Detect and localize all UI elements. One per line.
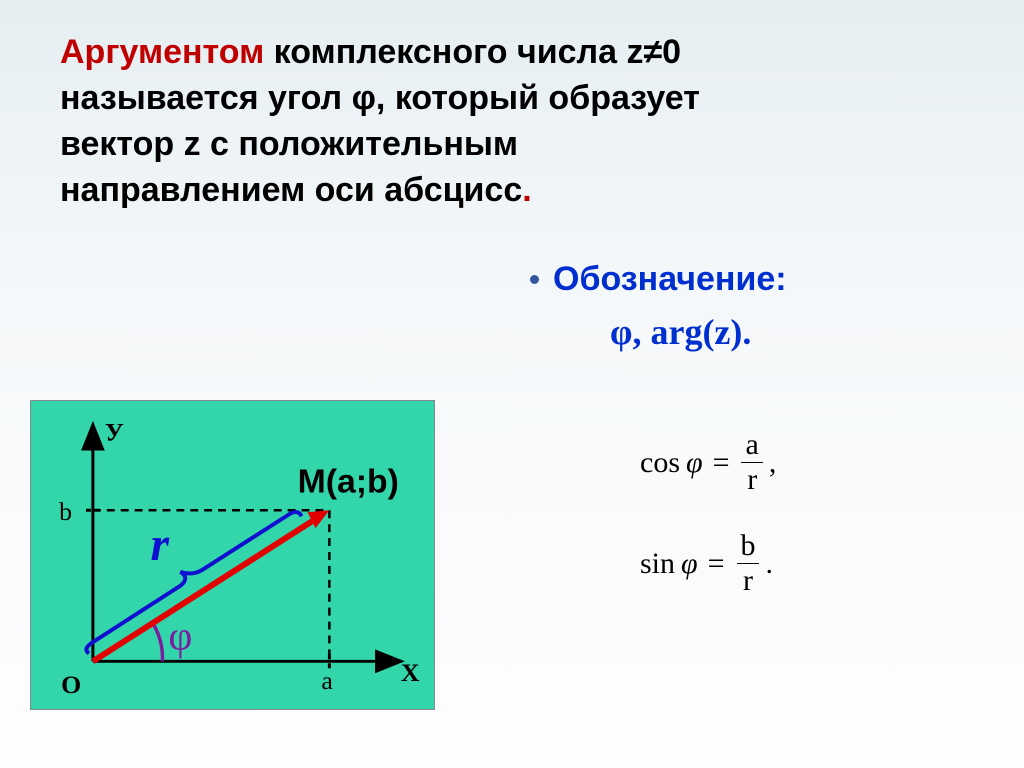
sin-num: b [735, 531, 762, 563]
r-brace [86, 512, 301, 653]
cos-num: a [740, 430, 765, 462]
cos-fraction: a r [740, 430, 765, 495]
notation-line: Обозначение: [530, 260, 970, 299]
notation-block: Обозначение: φ, arg(z). [530, 260, 970, 353]
sin-den: r [737, 563, 759, 596]
def-line2: называется угол φ, который образует [60, 79, 700, 117]
x-axis-label: Х [401, 658, 420, 687]
vector-z [93, 515, 322, 661]
diagram-svg: У Х О a b r φ M(a;b) [31, 401, 434, 709]
sin-phi: φ [681, 547, 698, 581]
tick-a-label: a [321, 666, 333, 695]
phi-arc [153, 623, 163, 662]
cos-den: r [741, 462, 763, 495]
cos-eq: = [713, 446, 730, 480]
y-axis-label: У [105, 418, 124, 447]
r-label: r [151, 519, 170, 571]
sin-fn: sin [640, 547, 675, 581]
phi-label: φ [168, 613, 192, 659]
sin-fraction: b r [735, 531, 762, 596]
notation-symbols: φ, arg(z). [610, 311, 970, 353]
cos-fn: cos [640, 446, 680, 480]
tick-b-label: b [59, 497, 72, 526]
def-dot: . [522, 171, 531, 209]
notation-label: Обозначение: [553, 260, 787, 299]
sin-eq: = [708, 547, 725, 581]
formulas-block: cos φ = a r , sin φ = b r . [640, 430, 776, 632]
origin-label: О [61, 670, 81, 699]
vector-diagram: У Х О a b r φ M(a;b) [30, 400, 435, 710]
cos-tail: , [769, 446, 777, 480]
def-line1-rest: комплексного числа z≠0 [264, 33, 681, 71]
formula-cos: cos φ = a r , [640, 430, 776, 495]
bullet-icon [530, 275, 539, 284]
def-line4: направлением оси абсцисс [60, 171, 522, 209]
formula-sin: sin φ = b r . [640, 531, 776, 596]
def-line3: вектор z с положительным [60, 125, 518, 163]
cos-phi: φ [686, 446, 703, 480]
slide: Аргументом комплексного числа z≠0 называ… [0, 0, 1024, 768]
term-argument: Аргументом [60, 33, 264, 71]
point-m-label: M(a;b) [298, 462, 399, 500]
definition-text: Аргументом комплексного числа z≠0 называ… [60, 30, 974, 214]
sin-tail: . [766, 547, 774, 581]
